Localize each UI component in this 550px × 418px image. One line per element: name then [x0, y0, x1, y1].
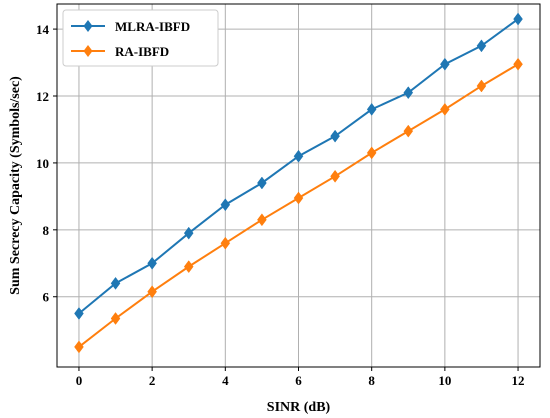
data-point-mlra-ibfd — [110, 276, 121, 290]
y-tick-label: 8 — [43, 223, 50, 238]
data-point-ra-ibfd — [257, 213, 267, 227]
y-tick-label: 10 — [36, 156, 49, 171]
data-point-mlra-ibfd — [330, 129, 340, 143]
legend-label-ra-ibfd: RA-IBFD — [115, 44, 169, 59]
data-point-ra-ibfd — [440, 102, 450, 116]
data-point-mlra-ibfd — [74, 307, 84, 320]
legend: MLRA-IBFD RA-IBFD — [62, 9, 219, 67]
y-tick-label: 12 — [36, 89, 49, 104]
x-axis-title: SINR (dB) — [267, 400, 331, 415]
series-layer — [74, 12, 523, 354]
data-point-ra-ibfd — [183, 260, 194, 274]
data-point-ra-ibfd — [403, 124, 414, 138]
data-point-mlra-ibfd — [147, 256, 157, 270]
x-tick-label: 0 — [76, 373, 83, 388]
x-tick-label: 6 — [295, 373, 302, 388]
x-tick-label: 10 — [438, 373, 451, 388]
y-axis-title: Sum Secrecy Capacity (Symbols/sec) — [8, 76, 23, 295]
data-point-ra-ibfd — [74, 340, 84, 354]
data-point-ra-ibfd — [110, 312, 121, 325]
data-point-mlra-ibfd — [183, 226, 194, 240]
x-tick-label: 12 — [512, 373, 525, 388]
data-point-ra-ibfd — [476, 79, 487, 93]
legend-marker-mlra-ibfd — [83, 20, 93, 32]
legend-marker-ra-ibfd — [83, 45, 93, 57]
data-point-mlra-ibfd — [440, 57, 450, 71]
data-point-ra-ibfd — [330, 169, 340, 183]
x-tick-label: 4 — [222, 373, 229, 388]
data-point-mlra-ibfd — [293, 149, 304, 163]
x-tick-label: 2 — [149, 373, 156, 388]
data-point-ra-ibfd — [366, 146, 377, 160]
data-point-mlra-ibfd — [403, 86, 414, 100]
data-point-ra-ibfd — [513, 57, 523, 71]
legend-label-mlra-ibfd: MLRA-IBFD — [115, 19, 190, 34]
data-point-mlra-ibfd — [513, 12, 523, 26]
data-point-ra-ibfd — [293, 191, 304, 205]
data-point-mlra-ibfd — [476, 39, 487, 53]
series-ra-ibfd — [74, 57, 523, 354]
legend-entry-ra-ibfd: RA-IBFD — [71, 44, 169, 59]
y-tick-label: 6 — [43, 290, 50, 305]
axis-ticks: 0 2 4 6 8 10 12 6 8 10 12 14 — [36, 22, 525, 388]
x-tick-label: 8 — [368, 373, 375, 388]
series-mlra-ibfd — [74, 12, 523, 320]
data-point-ra-ibfd — [220, 236, 231, 250]
data-point-mlra-ibfd — [366, 102, 377, 116]
legend-entry-mlra-ibfd: MLRA-IBFD — [71, 19, 190, 34]
y-tick-label: 14 — [36, 22, 50, 37]
data-point-mlra-ibfd — [220, 198, 231, 212]
data-point-ra-ibfd — [147, 285, 157, 299]
data-point-mlra-ibfd — [257, 176, 267, 190]
